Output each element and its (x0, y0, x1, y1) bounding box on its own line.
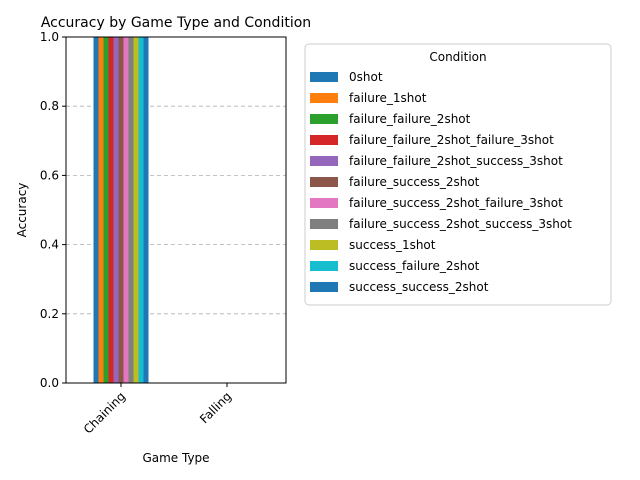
y-tick-label: 1.0 (40, 30, 59, 44)
bar (118, 37, 124, 383)
legend-swatch (310, 198, 338, 208)
legend-label: failure_failure_2shot_success_3shot (349, 154, 563, 168)
legend-swatch (310, 156, 338, 166)
bar (128, 37, 134, 383)
y-tick-label: 0.8 (40, 99, 59, 113)
legend-swatch (310, 282, 338, 292)
bar (93, 37, 99, 383)
y-tick-label: 0.6 (40, 168, 59, 182)
bars (93, 37, 149, 383)
legend: Condition 0shot failure_1shot failure_fail… (304, 43, 612, 306)
legend-items: 0shot failure_1shot failure_failure_2shotf… (310, 70, 572, 294)
legend-swatch (310, 219, 338, 229)
x-tick-label: Chaining (81, 389, 128, 436)
legend-label: failure_success_2shot_failure_3shot (349, 196, 563, 210)
legend-label: failure_failure_2shot_failure_3shot (349, 133, 554, 147)
legend-swatch (310, 261, 338, 271)
legend-title: Condition (429, 50, 486, 64)
legend-swatch (310, 72, 338, 82)
x-axis-label: Game Type (142, 451, 209, 465)
legend-label: 0shot (349, 70, 383, 84)
bar (113, 37, 119, 383)
legend-swatch (310, 177, 338, 187)
legend-swatch (310, 135, 338, 145)
legend-label: failure_failure_2shot (349, 112, 471, 126)
legend-label: failure_success_2shot (349, 175, 480, 189)
bar (143, 37, 149, 383)
y-tick-label: 0.2 (40, 307, 59, 321)
bar (133, 37, 139, 383)
legend-box (304, 43, 612, 306)
bar (108, 37, 114, 383)
bar (103, 37, 109, 383)
x-axis: Chaining Falling (81, 383, 234, 436)
legend-swatch (310, 240, 338, 250)
bar (98, 37, 104, 383)
chart-title: Accuracy by Game Type and Condition (41, 15, 311, 31)
legend-label: success_success_2shot (349, 280, 489, 294)
legend-swatch (310, 93, 338, 103)
x-tick-label: Falling (197, 389, 234, 426)
legend-label: success_1shot (349, 238, 436, 252)
legend-label: failure_success_2shot_success_3shot (349, 217, 572, 231)
bar (123, 37, 129, 383)
y-tick-label: 0.4 (40, 238, 59, 252)
bar (138, 37, 144, 383)
y-tick-label: 0.0 (40, 376, 59, 390)
legend-label: failure_1shot (349, 91, 427, 105)
y-axis: 0.0 0.2 0.4 0.6 0.8 1.0 (40, 30, 66, 390)
y-axis-label: Accuracy (15, 183, 29, 238)
legend-swatch (310, 114, 338, 124)
legend-label: success_failure_2shot (349, 259, 480, 273)
plot-frame (65, 36, 287, 384)
